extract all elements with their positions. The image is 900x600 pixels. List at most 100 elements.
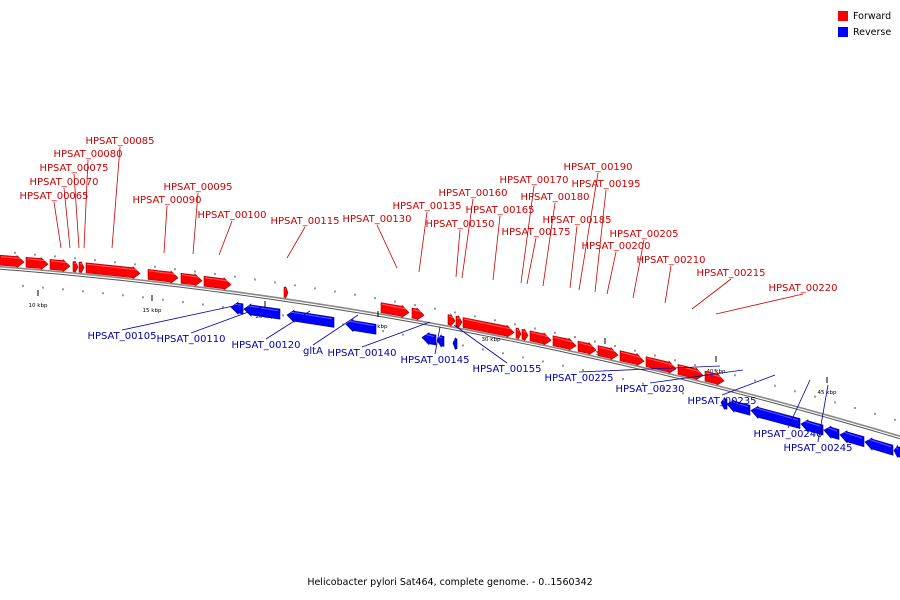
forward-gene-arrow-shape (78, 261, 85, 274)
forward-gene-arrow-highlight (181, 274, 201, 278)
reverse-gene-arrow-highlight (840, 430, 863, 439)
backbone-line (0, 265, 900, 438)
reverse-gene-arrow-highlight (824, 426, 838, 432)
reverse-gene-arrow-shape (750, 405, 801, 429)
forward-gene-arrow-highlight (598, 346, 617, 353)
forward-gene-arrow-highlight (204, 277, 230, 282)
forward-gene-arrow-shape (0, 254, 25, 269)
reverse-gene-label: HPSAT_00145 (400, 355, 469, 366)
reverse-gene-arrow-highlight (894, 446, 899, 450)
forward-gene-label: HPSAT_00185 (542, 215, 611, 226)
forward-gene-arrow (147, 269, 179, 284)
reverse-gene-arrow (421, 332, 437, 346)
forward-gene-arrow (0, 254, 25, 269)
reverse-gene-label: HPSAT_00245 (783, 443, 852, 454)
forward-gene-label-leader (63, 187, 71, 249)
reverse-gene-label-leader (578, 365, 721, 373)
forward-gene-arrow (49, 258, 71, 273)
forward-gene-arrow-shape (521, 328, 529, 342)
forward-gene-arrow-shape (462, 317, 515, 338)
reverse-gene-label-leader (361, 321, 431, 348)
reverse-gene-arrow (720, 396, 728, 410)
legend-swatch-forward (838, 11, 848, 21)
reverse-gene-label-leader (453, 324, 508, 364)
reverse-gene-arrow-highlight (244, 305, 279, 312)
forward-gene-label-leader (632, 239, 645, 299)
forward-gene-label: HPSAT_00215 (696, 268, 765, 279)
forward-gene-label: HPSAT_00210 (636, 255, 705, 266)
forward-gene-label: HPSAT_00175 (501, 227, 570, 238)
legend-item-forward: Forward (838, 8, 898, 24)
axis-label: 40 kbp (707, 369, 726, 375)
forward-gene-arrow-shape (180, 272, 203, 287)
reverse-gene-arrow (823, 425, 840, 440)
forward-gene-label: HPSAT_00115 (270, 216, 339, 227)
reverse-gene-label-leader (190, 306, 263, 334)
forward-gene-label: HPSAT_00130 (342, 214, 411, 225)
reverse-gene-arrow-shape (823, 425, 840, 440)
axis-label: 15 kbp (143, 308, 162, 314)
reverse-gene-label: HPSAT_00120 (231, 340, 300, 351)
forward-gene-label: HPSAT_00170 (499, 175, 568, 186)
forward-gene-label: HPSAT_00075 (39, 163, 108, 174)
forward-gene-arrow-shape (645, 356, 677, 374)
legend-label-reverse: Reverse (853, 26, 892, 38)
reverse-gene-arrow (839, 430, 865, 448)
forward-gene-label-leader (455, 229, 461, 278)
reverse-gene-arrow (452, 337, 458, 350)
forward-gene-label-leader (578, 172, 599, 291)
forward-gene-arrow (521, 328, 529, 342)
forward-gene-label: HPSAT_00085 (85, 136, 154, 147)
legend-swatch-reverse (838, 27, 848, 37)
forward-gene-arrow-highlight (0, 256, 23, 260)
forward-gene-label-leader (461, 198, 474, 279)
forward-gene-arrow (462, 317, 515, 338)
reverse-gene-arrow-highlight (751, 406, 799, 421)
forward-gene-arrow (283, 286, 289, 299)
forward-gene-label-leader (520, 185, 535, 284)
reverse-gene-arrow (726, 399, 751, 416)
reverse-gene-arrow-highlight (721, 398, 726, 402)
forward-gene-arrow-shape (529, 330, 552, 346)
reverse-gene-arrow-shape (864, 437, 894, 456)
reverse-gene-label-leader (265, 310, 311, 340)
forward-gene-arrow (380, 302, 410, 318)
reverse-gene-label: HPSAT_00225 (544, 373, 613, 384)
forward-gene-label-leader (53, 201, 62, 249)
forward-gene-arrow (529, 330, 552, 346)
reverse-gene-label-leader (817, 384, 829, 443)
forward-gene-label: HPSAT_00165 (465, 205, 534, 216)
forward-gene-label: HPSAT_00100 (197, 210, 266, 221)
forward-gene-label-leader (526, 237, 537, 285)
reverse-gene-arrow-shape (839, 430, 865, 448)
forward-gene-label: HPSAT_00090 (132, 195, 201, 206)
forward-gene-arrow-highlight (412, 309, 423, 313)
forward-gene-label: HPSAT_00190 (563, 162, 632, 173)
reverse-gene-arrow-shape (421, 332, 437, 346)
forward-gene-arrow-shape (577, 340, 597, 356)
forward-gene-arrow (577, 340, 597, 356)
forward-gene-arrow-highlight (284, 288, 287, 290)
reverse-gene-arrow-highlight (727, 400, 749, 408)
reverse-gene-label: HPSAT_00235 (687, 396, 756, 407)
reverse-gene-label: gltA (303, 346, 323, 357)
forward-gene-label: HPSAT_00095 (163, 182, 232, 193)
forward-gene-label-leader (218, 220, 233, 256)
reverse-gene-label: HPSAT_00240 (753, 429, 822, 440)
forward-gene-arrow-highlight (79, 263, 83, 265)
forward-gene-label-leader (715, 293, 804, 315)
axis-label: 30 kbp (482, 337, 501, 343)
forward-gene-label: HPSAT_00180 (520, 192, 589, 203)
reverse-gene-arrow-shape (286, 309, 335, 328)
forward-gene-arrow-highlight (50, 260, 69, 264)
forward-gene-arrow-shape (25, 256, 49, 271)
forward-gene-arrow-highlight (148, 270, 177, 275)
forward-gene-label: HPSAT_00070 (29, 177, 98, 188)
reverse-gene-arrow (286, 309, 335, 328)
forward-gene-label-leader (606, 251, 617, 295)
forward-gene-arrow-highlight (678, 365, 702, 373)
forward-gene-label: HPSAT_00135 (392, 201, 461, 212)
reverse-gene-label: HPSAT_00110 (156, 334, 225, 345)
forward-gene-arrow (25, 256, 49, 271)
